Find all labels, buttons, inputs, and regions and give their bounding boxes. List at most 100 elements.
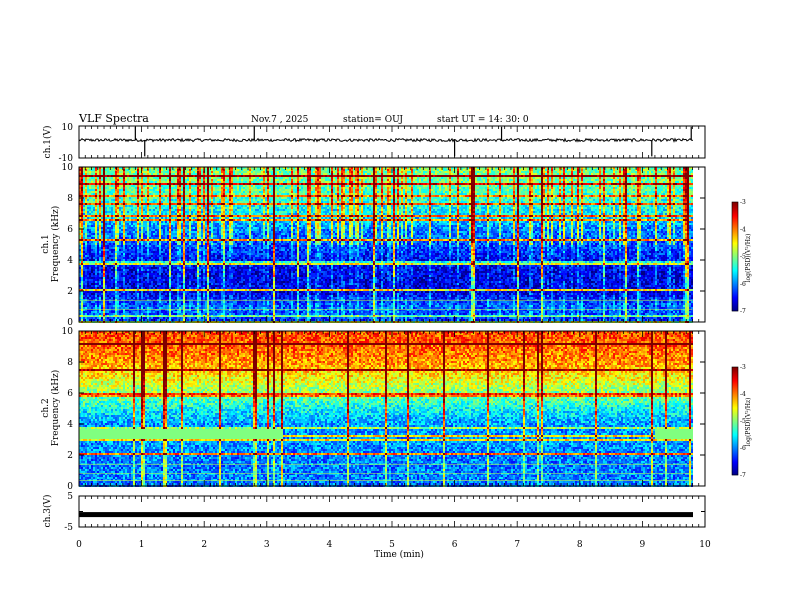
spectrogram-cell <box>85 199 87 201</box>
spectrogram-cell <box>93 249 95 251</box>
spectrogram-cell <box>95 201 97 203</box>
spectrogram-cell <box>97 203 99 205</box>
spectrogram-cell <box>87 303 89 305</box>
spectrogram-cell <box>95 173 97 175</box>
spectrogram-cell <box>91 269 93 271</box>
spectrogram-cell <box>83 201 85 203</box>
spectrogram-cell <box>85 267 87 269</box>
spectrogram-cell <box>81 241 83 243</box>
spectrogram-cell <box>87 203 89 205</box>
spectrogram-cell <box>89 223 91 225</box>
spectrogram-cell <box>97 247 99 249</box>
spectrogram-cell <box>83 195 85 197</box>
spectrogram-cell <box>87 307 89 309</box>
spectrogram-cell <box>95 285 97 287</box>
spectrogram-cell <box>81 311 83 313</box>
spectrogram-cell <box>83 225 85 227</box>
spectrogram-cell <box>87 253 89 255</box>
spectrogram-cell <box>83 253 85 255</box>
spectrogram-cell <box>93 171 95 173</box>
spectrogram-cell <box>83 297 85 299</box>
spectrogram-cell <box>81 203 83 205</box>
spectrogram-cell <box>81 251 83 253</box>
spectrogram-cell <box>93 177 95 179</box>
ch1-waveform-ylabel: ch.1(V) <box>42 126 53 159</box>
spectrogram-cell <box>83 295 85 297</box>
spectrogram-cell <box>81 307 83 309</box>
spectrogram-cell <box>83 269 85 271</box>
spectrogram-cell <box>89 293 91 295</box>
spectrogram-cell <box>93 221 95 223</box>
spectrogram-cell <box>83 255 85 257</box>
spectrogram-cell <box>81 191 83 193</box>
spectrogram-cell <box>97 261 99 263</box>
spectrogram-cell <box>89 189 91 191</box>
spectrogram-cell <box>89 287 91 289</box>
spectrogram-cell <box>85 293 87 295</box>
spectrogram-cell <box>85 251 87 253</box>
spectrogram-cell <box>87 285 89 287</box>
spectrogram-cell <box>95 207 97 209</box>
spectrogram-cell <box>87 289 89 291</box>
spectrogram-cell <box>85 215 87 217</box>
spectrogram-cell <box>97 181 99 183</box>
spectrogram-cell <box>81 293 83 295</box>
spectrogram-cell <box>85 297 87 299</box>
spectrogram-cell <box>97 257 99 259</box>
spectrogram-cell <box>95 225 97 227</box>
spectrogram-cell <box>91 277 93 279</box>
spectrogram-cell <box>83 199 85 201</box>
spectrogram-cell <box>93 227 95 229</box>
spectrogram-cell <box>81 223 83 225</box>
spectrogram-cell <box>93 289 95 291</box>
spectrogram-cell <box>95 245 97 247</box>
spectrogram-cell <box>83 281 85 283</box>
spectrogram-cell <box>83 265 85 267</box>
spectrogram-cell <box>85 289 87 291</box>
spectrogram-cell <box>85 237 87 239</box>
spectrogram-cell <box>87 183 89 185</box>
spectrogram-cell <box>93 279 95 281</box>
spectrogram-cell <box>93 179 95 181</box>
spectrogram-cell <box>95 265 97 267</box>
spectrogram-cell <box>85 233 87 235</box>
spectrogram-cell <box>81 255 83 257</box>
spectrogram-cell <box>95 289 97 291</box>
spectrogram-cell <box>93 243 95 245</box>
spectrogram-cell <box>81 183 83 185</box>
spectrogram-cell <box>89 231 91 233</box>
spectrogram-cell <box>87 273 89 275</box>
spectrogram-cell <box>97 225 99 227</box>
spectrogram-cell <box>83 275 85 277</box>
spectrogram-cell <box>81 257 83 259</box>
spectrogram-cell <box>87 261 89 263</box>
spectrogram-cell <box>93 281 95 283</box>
spectrogram-cell <box>81 171 83 173</box>
spectrogram-cell <box>93 247 95 249</box>
spectrogram-cell <box>91 229 93 231</box>
spectrogram-cell <box>85 257 87 259</box>
spectrogram-cell <box>95 319 97 321</box>
spectrogram-cell <box>87 295 89 297</box>
spectrogram-cell <box>95 195 97 197</box>
spectrogram-cell <box>89 213 91 215</box>
spectrogram-cell <box>81 279 83 281</box>
spectrogram-cell <box>89 225 91 227</box>
spectrogram-cell <box>87 171 89 173</box>
spectrogram-cell <box>95 293 97 295</box>
spectrogram-cell <box>91 245 93 247</box>
spectrogram-cell <box>97 235 99 237</box>
spectrogram-cell <box>93 241 95 243</box>
spectrogram-cell <box>85 307 87 309</box>
spectrogram-cell <box>89 233 91 235</box>
spectrogram-cell <box>89 175 91 177</box>
spectrogram-cell <box>91 313 93 315</box>
spectrogram-cell <box>93 213 95 215</box>
spectrogram-cell <box>95 211 97 213</box>
spectrogram-cell <box>87 319 89 321</box>
spectrogram-cell <box>87 233 89 235</box>
spectrogram-cell <box>89 255 91 257</box>
spectrogram-cell <box>95 257 97 259</box>
spectrogram-cell <box>89 275 91 277</box>
spectrogram-cell <box>85 183 87 185</box>
